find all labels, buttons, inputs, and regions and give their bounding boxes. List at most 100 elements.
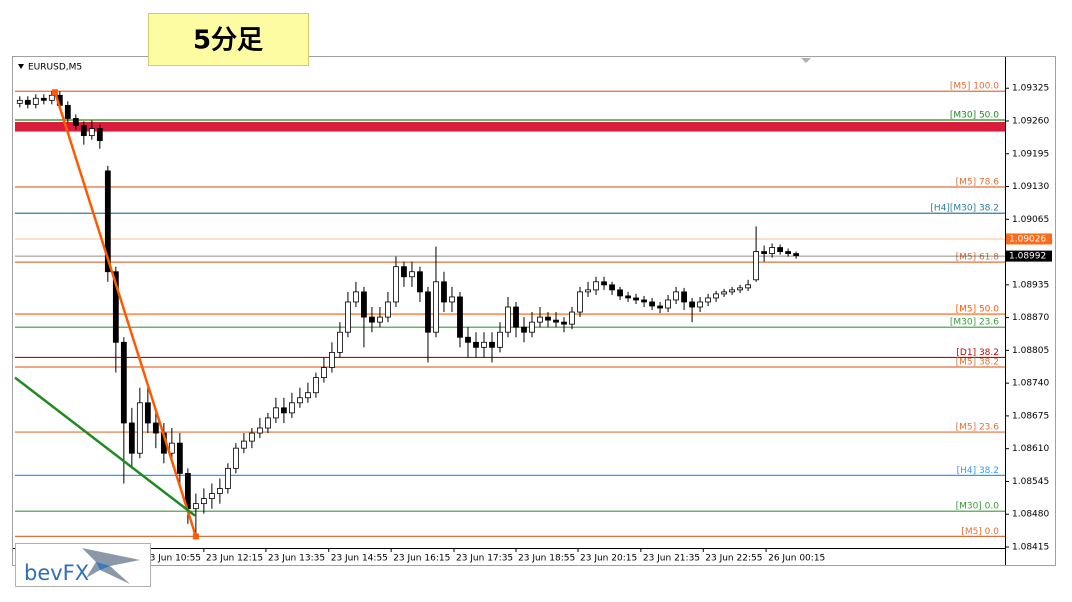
candle-body xyxy=(577,291,583,313)
y-tick-label: 1.08870 xyxy=(1012,313,1049,323)
candle-body xyxy=(329,351,335,368)
candle-body xyxy=(136,402,143,454)
x-tick-label: 23 Jun 13:35 xyxy=(268,554,325,564)
candle-body xyxy=(785,251,792,254)
x-tick-label: 23 Jun 14:55 xyxy=(331,554,388,564)
candle-body xyxy=(256,427,263,434)
plot-area: 1.09325 1.09260 1.09195 1.09130 1.09065 1.089… xyxy=(14,82,1052,564)
candle-body xyxy=(128,422,135,454)
level-label: [H4][M30] 38.2 xyxy=(930,204,999,214)
y-tick-label: 1.08675 xyxy=(1012,411,1049,421)
candle-body xyxy=(777,247,784,252)
trendline-anchor xyxy=(52,89,59,96)
x-tick-label: 23 Jun 10:55 xyxy=(144,554,201,564)
candle-body xyxy=(72,118,79,126)
candle-body xyxy=(112,271,119,343)
level-label: [M5] 100.0 xyxy=(950,82,999,92)
symbol-arrow xyxy=(18,64,24,69)
x-tick-label: 23 Jun 17:35 xyxy=(456,554,513,564)
candle-body xyxy=(641,299,647,303)
x-tick-label: 23 Jun 22:55 xyxy=(705,554,762,564)
candle-body xyxy=(369,316,375,323)
candle-body xyxy=(569,311,575,325)
logo: bevFX xyxy=(15,543,151,587)
y-tick-label: 1.08480 xyxy=(1012,510,1049,520)
x-tick-label: 23 Jun 20:15 xyxy=(580,554,637,564)
candle-body xyxy=(721,291,727,295)
x-tick-label: 26 Jun 00:15 xyxy=(768,554,825,564)
chart-title: 5分足 xyxy=(193,26,263,56)
title-box xyxy=(148,13,309,66)
candle-body xyxy=(152,422,159,434)
candle-body xyxy=(313,377,319,394)
candle-body xyxy=(513,306,519,328)
price-tag-label: 1.08992 xyxy=(1009,252,1046,262)
trendline xyxy=(53,91,198,537)
candle-body xyxy=(545,316,551,321)
candle-body xyxy=(361,291,367,318)
candle-body xyxy=(393,266,399,303)
candle-body xyxy=(80,125,87,137)
level-label: [D1] 38.2 xyxy=(956,348,999,358)
candle-body xyxy=(208,493,215,499)
candle-body xyxy=(705,297,711,303)
candle-body xyxy=(745,284,751,289)
candle-body xyxy=(609,284,615,291)
candle-body xyxy=(489,341,495,348)
candle-body xyxy=(305,392,311,399)
logo-bird xyxy=(82,548,140,584)
candle-body xyxy=(497,331,503,348)
candle-body xyxy=(265,417,271,429)
candle-body xyxy=(673,291,679,301)
candle-body xyxy=(24,99,31,105)
candle-body xyxy=(345,301,351,333)
candle-body xyxy=(737,287,743,291)
y-tick-label: 1.08805 xyxy=(1012,346,1049,356)
y-tick-label: 1.09130 xyxy=(1012,182,1049,192)
candle-body xyxy=(40,97,47,101)
level-label: [M5] 23.6 xyxy=(956,423,1000,433)
candle-body xyxy=(353,291,359,303)
candle-body xyxy=(192,503,199,510)
candle-body xyxy=(481,341,487,348)
level-label: [M5] 38.2 xyxy=(956,358,999,368)
y-tick-label: 1.08935 xyxy=(1012,280,1049,290)
trendline xyxy=(14,376,196,517)
candle-body xyxy=(425,291,431,333)
candle-body xyxy=(561,321,567,325)
x-tick-label: 23 Jun 18:55 xyxy=(518,554,575,564)
level-label: [M5] 61.8 xyxy=(956,253,1000,263)
chart-window xyxy=(12,56,1056,566)
candle-body xyxy=(529,321,535,333)
x-tick-label: 23 Jun 16:15 xyxy=(393,554,450,564)
candle-body xyxy=(657,305,663,309)
level-label: [M30] 23.6 xyxy=(950,318,999,328)
candle-body xyxy=(433,281,439,333)
level-label: [M5] 50.0 xyxy=(956,305,1000,315)
price-tag xyxy=(1006,250,1052,262)
x-tick-label: 23 Jun 21:35 xyxy=(643,554,700,564)
candle-body xyxy=(240,440,247,449)
candle-body xyxy=(633,297,639,301)
candle-body xyxy=(104,170,111,273)
candle-body xyxy=(88,128,95,137)
candle-body xyxy=(689,301,695,308)
candle-body xyxy=(665,299,671,309)
shift-marker xyxy=(801,58,811,63)
y-tick-label: 1.08610 xyxy=(1012,444,1049,454)
candle-body xyxy=(16,99,23,104)
y-tick-label: 1.08740 xyxy=(1012,379,1049,389)
candle-body xyxy=(273,407,279,419)
candle-body xyxy=(585,289,591,293)
price-tag xyxy=(1006,233,1052,245)
y-tick-label: 1.09065 xyxy=(1012,215,1049,225)
candle-body xyxy=(457,296,463,338)
candle-body xyxy=(409,271,415,278)
level-label: [M30] 0.0 xyxy=(956,502,1000,512)
y-tick-label: 1.08545 xyxy=(1012,477,1049,487)
candle-body xyxy=(64,104,71,119)
candle-body xyxy=(505,306,511,333)
candle-body xyxy=(337,331,343,353)
y-tick-label: 1.08415 xyxy=(1012,542,1049,552)
